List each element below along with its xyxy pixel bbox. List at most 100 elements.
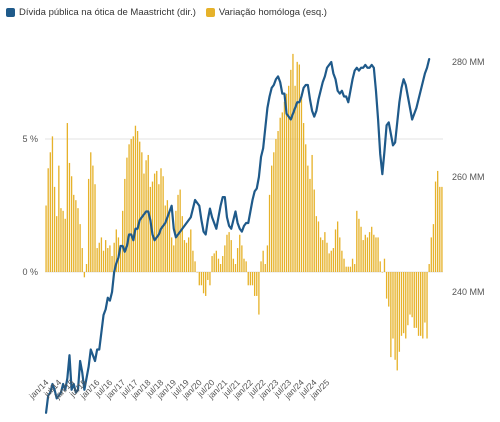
yoy-bar xyxy=(224,245,226,272)
yoy-bar xyxy=(413,272,415,328)
yoy-bar xyxy=(368,232,371,272)
yoy-bar xyxy=(434,181,437,272)
yoy-bar xyxy=(64,218,66,272)
yoy-bar xyxy=(343,258,345,272)
yoy-bar xyxy=(188,237,190,272)
yoy-bar xyxy=(336,221,339,272)
line-series-debt xyxy=(44,58,431,414)
yoy-bar xyxy=(309,178,311,272)
yoy-bar xyxy=(126,157,128,272)
yoy-bar xyxy=(326,242,328,272)
yoy-bar xyxy=(307,165,309,272)
yoy-bar xyxy=(194,261,196,272)
yoy-bar xyxy=(266,245,269,272)
yoy-bar xyxy=(277,131,279,272)
yoy-bar xyxy=(373,234,375,272)
yoy-bar xyxy=(358,218,360,272)
yoy-bar xyxy=(92,165,94,272)
yoy-bar xyxy=(49,152,51,272)
yoy-bar xyxy=(209,272,211,286)
legend-label-yoy: Variação homóloga (esq.) xyxy=(218,6,327,18)
yoy-bar xyxy=(332,248,335,272)
yoy-bar xyxy=(139,141,141,272)
yoy-bar xyxy=(402,272,405,334)
yoy-bar xyxy=(298,64,300,273)
yoy-bar xyxy=(407,272,409,326)
yoy-bar xyxy=(136,131,139,272)
right-axis-tick-label: 240 MM xyxy=(452,287,485,297)
yoy-bar xyxy=(198,272,200,286)
yoy-bar xyxy=(349,266,352,272)
yoy-bar xyxy=(215,250,217,272)
yoy-bar xyxy=(124,178,126,272)
yoy-bar xyxy=(66,123,69,272)
yoy-bar xyxy=(77,208,79,272)
chart-legend: Dívida pública na ótica de Maastricht (d… xyxy=(6,4,337,20)
yoy-bar xyxy=(58,165,60,272)
yoy-bar xyxy=(260,261,262,272)
legend-item-debt[interactable]: Dívida pública na ótica de Maastricht (d… xyxy=(6,7,196,18)
yoy-bar xyxy=(196,272,198,273)
yoy-bar xyxy=(151,181,154,272)
yoy-bar xyxy=(68,162,71,272)
yoy-bar xyxy=(119,245,122,272)
right-axis-tick-label: 260 MM xyxy=(452,172,485,182)
yoy-bar xyxy=(422,272,424,339)
yoy-bar xyxy=(185,242,188,272)
yoy-bar xyxy=(334,229,337,272)
yoy-bar xyxy=(149,186,152,272)
yoy-bar xyxy=(207,272,209,280)
yoy-bar xyxy=(143,173,145,272)
yoy-bar xyxy=(377,237,379,272)
legend-item-yoy[interactable]: Variação homóloga (esq.) xyxy=(205,6,327,18)
yoy-bar xyxy=(253,272,256,296)
yoy-bar xyxy=(428,264,430,272)
yoy-bar xyxy=(222,256,224,272)
yoy-bar xyxy=(141,152,143,272)
left-axis-tick-label: 0 % xyxy=(22,267,38,277)
yoy-bar xyxy=(81,248,83,272)
yoy-bar xyxy=(360,226,362,272)
yoy-bar xyxy=(228,232,230,272)
yoy-bar xyxy=(219,264,222,272)
yoy-bar xyxy=(285,93,288,272)
yoy-bar xyxy=(262,250,264,272)
yoy-bar xyxy=(217,258,220,272)
yoy-bar xyxy=(385,272,388,299)
yoy-bar xyxy=(200,272,203,286)
yoy-bar xyxy=(190,229,192,272)
yoy-bar xyxy=(302,123,305,272)
yoy-bar xyxy=(356,210,358,272)
yoy-bar xyxy=(292,53,294,272)
yoy-bar xyxy=(271,165,273,272)
left-axis-tick-label: 5 % xyxy=(22,134,38,144)
yoy-bar xyxy=(96,248,98,272)
yoy-bar xyxy=(175,210,177,272)
yoy-bar xyxy=(111,256,113,272)
yoy-bar xyxy=(411,272,413,318)
yoy-bar xyxy=(379,261,381,272)
yoy-bar xyxy=(53,186,56,272)
yoy-bar xyxy=(160,168,162,272)
yoy-bar xyxy=(258,272,260,315)
yoy-bar xyxy=(70,176,73,272)
yoy-bar xyxy=(364,234,366,272)
yoy-bar xyxy=(268,194,271,272)
yoy-bar xyxy=(73,194,75,272)
yoy-bar xyxy=(409,272,411,315)
yoy-bar xyxy=(130,139,132,272)
right-axis-tick-label: 280 MM xyxy=(452,57,485,67)
yoy-bar xyxy=(213,253,215,272)
yoy-bar xyxy=(168,210,171,272)
debt-line xyxy=(44,58,431,414)
yoy-bar xyxy=(322,240,324,272)
yoy-bar xyxy=(83,272,86,278)
yoy-bar xyxy=(60,208,62,272)
yoy-bar xyxy=(211,256,213,272)
yoy-bar xyxy=(311,154,313,272)
yoy-bar xyxy=(328,253,330,272)
yoy-bar xyxy=(439,186,441,272)
yoy-bar xyxy=(424,272,426,323)
yoy-bar xyxy=(173,245,175,272)
yoy-bar xyxy=(305,144,307,272)
